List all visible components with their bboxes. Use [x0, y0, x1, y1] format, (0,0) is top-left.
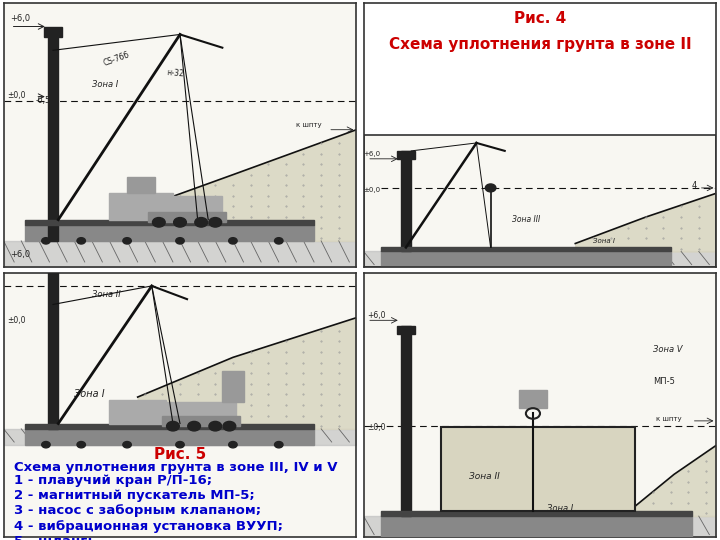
Text: ±0,0: ±0,0 [367, 423, 386, 432]
Bar [397, 151, 415, 159]
Circle shape [274, 238, 283, 244]
Bar [48, 29, 58, 241]
Bar [382, 516, 692, 537]
Text: 4: 4 [692, 181, 697, 190]
Circle shape [223, 421, 235, 431]
Bar [400, 151, 411, 252]
Text: к шпту: к шпту [297, 122, 322, 128]
Text: Рис. 4: Рис. 4 [514, 11, 566, 25]
Text: +6,0: +6,0 [11, 14, 31, 23]
Bar [382, 247, 670, 252]
Text: 5 - шланг;: 5 - шланг; [14, 535, 93, 540]
Text: -0,5: -0,5 [35, 96, 50, 105]
Text: Зона V: Зона V [653, 345, 683, 354]
Bar [48, 249, 58, 429]
Text: Схема уплотнения грунта в зоне II: Схема уплотнения грунта в зоне II [389, 37, 691, 52]
Text: МП-5: МП-5 [653, 377, 675, 386]
Circle shape [176, 238, 184, 244]
Bar [4, 273, 356, 445]
Bar [364, 135, 716, 267]
Circle shape [209, 421, 222, 431]
Text: Рис. 5: Рис. 5 [154, 447, 206, 462]
Bar [441, 427, 635, 511]
Circle shape [229, 442, 237, 448]
Bar [364, 135, 716, 267]
Circle shape [77, 238, 86, 244]
Bar [109, 193, 173, 220]
Bar [382, 511, 692, 516]
Text: Зона I: Зона I [91, 80, 118, 90]
Text: Зона I: Зона I [173, 222, 204, 232]
Bar [152, 196, 222, 220]
Bar [127, 177, 156, 193]
Circle shape [274, 442, 283, 448]
Text: ±0,0: ±0,0 [364, 187, 381, 193]
Bar [24, 423, 314, 429]
Bar [162, 416, 240, 426]
Text: 1 - плавучий кран Р/П-16;: 1 - плавучий кран Р/П-16; [14, 474, 212, 487]
Bar [44, 26, 62, 37]
Bar [24, 225, 314, 241]
Text: 3 - насос с заборным клапаном;: 3 - насос с заборным клапаном; [14, 504, 261, 517]
Circle shape [42, 238, 50, 244]
Bar [148, 212, 226, 222]
Text: Зона I: Зона I [547, 504, 573, 513]
Circle shape [209, 218, 222, 227]
Circle shape [77, 442, 86, 448]
Text: 2 - магнитный пускатель МП-5;: 2 - магнитный пускатель МП-5; [14, 489, 255, 502]
Text: ±0,0: ±0,0 [7, 91, 26, 100]
Text: СS-7бб: СS-7бб [102, 50, 131, 68]
Text: Зона II: Зона II [469, 472, 500, 481]
Circle shape [485, 184, 496, 192]
Text: Зона II: Зона II [91, 289, 120, 299]
Bar [397, 326, 415, 334]
Circle shape [123, 238, 131, 244]
Bar [24, 220, 314, 225]
Circle shape [166, 421, 179, 431]
Circle shape [176, 442, 184, 448]
Circle shape [174, 218, 186, 227]
Bar [400, 326, 411, 516]
Bar [222, 370, 243, 402]
Circle shape [42, 442, 50, 448]
Text: +6,0: +6,0 [364, 151, 381, 157]
Bar [441, 427, 635, 511]
Bar [44, 246, 62, 257]
Circle shape [229, 238, 237, 244]
Text: +6,0: +6,0 [11, 250, 31, 259]
Text: Схема уплотнения грунта в зоне III, IV и V: Схема уплотнения грунта в зоне III, IV и… [14, 461, 338, 474]
Text: 4 - вибрационная установка ВУУП;: 4 - вибрационная установка ВУУП; [14, 520, 283, 533]
Text: ±0,0: ±0,0 [7, 316, 26, 325]
Bar [24, 429, 314, 445]
Text: Зона III: Зона III [512, 215, 540, 224]
Text: Зона I: Зона I [74, 389, 105, 399]
Circle shape [195, 218, 207, 227]
Text: +6,0: +6,0 [367, 310, 386, 320]
Bar [519, 390, 547, 408]
Text: к шпту: к шпту [657, 416, 682, 422]
Bar [382, 252, 670, 267]
Circle shape [123, 442, 131, 448]
Bar [109, 400, 166, 423]
Circle shape [153, 218, 165, 227]
Text: н-32: н-32 [166, 68, 184, 79]
Circle shape [188, 421, 200, 431]
Text: Зона I: Зона I [593, 239, 615, 245]
Bar [166, 402, 236, 423]
